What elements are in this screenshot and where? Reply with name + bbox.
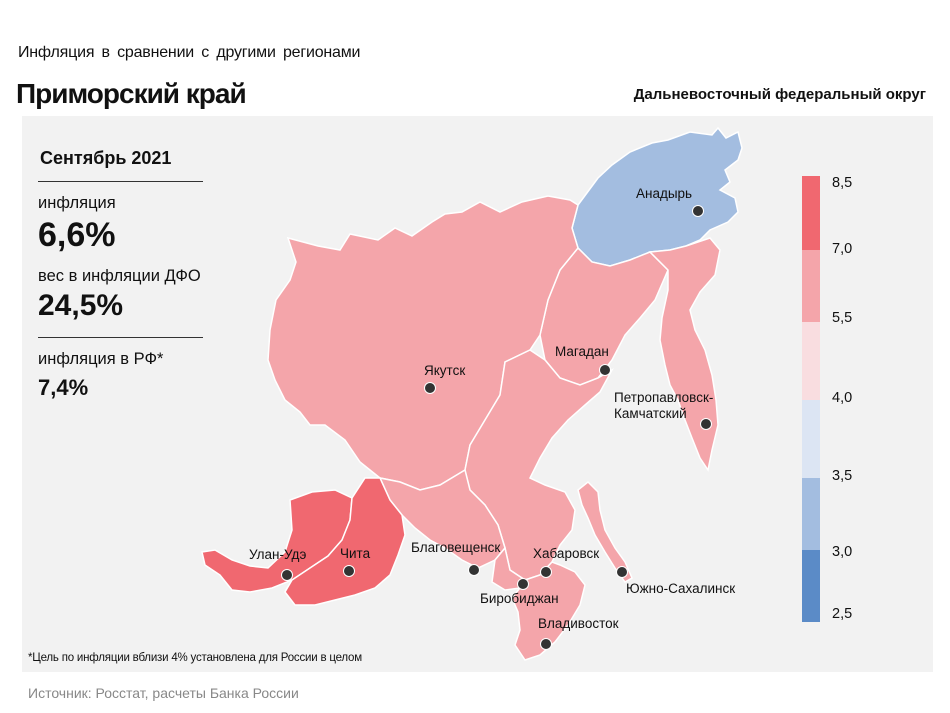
- period-label: Сентябрь 2021: [40, 148, 172, 168]
- city-label-anadyr: Анадырь: [636, 186, 692, 201]
- region-magadan: [539, 246, 669, 386]
- page-title: Приморский край: [16, 78, 247, 109]
- color-legend: 8,5 7,0 5,5 4,0 3,5 3,0 2,5: [802, 175, 852, 622]
- city-label-blagoveshchensk: Благовещенск: [411, 540, 500, 555]
- legend-seg-2_5-3: [802, 550, 820, 622]
- city-label-petropavlovsk-2: Камчатский: [614, 406, 687, 421]
- city-labels: Анадырь Якутск Магадан Петропавловск- Ка…: [249, 186, 735, 631]
- city-dot-yakutsk: [424, 382, 436, 394]
- source-note: Источник: Росстат, расчеты Банка России: [28, 685, 299, 701]
- city-label-ulan-ude: Улан-Удэ: [249, 547, 307, 562]
- divider-top: [38, 181, 203, 182]
- legend-seg-4-5_5: [802, 322, 820, 400]
- city-dot-chita: [343, 565, 355, 577]
- city-label-magadan: Магадан: [555, 344, 609, 359]
- legend-tick-3_5: 3,5: [832, 468, 852, 484]
- legend-tick-7_0: 7,0: [832, 241, 852, 257]
- city-dot-petropavlovsk: [700, 418, 712, 430]
- city-label-yakutsk: Якутск: [424, 363, 465, 378]
- divider-bottom: [38, 337, 203, 338]
- city-dot-khabarovsk: [540, 566, 552, 578]
- legend-tick-8_5: 8,5: [832, 175, 852, 191]
- legend-seg-5_5-7: [802, 250, 820, 322]
- legend-tick-5_5: 5,5: [832, 310, 852, 326]
- city-dot-yuzhno: [616, 566, 628, 578]
- info-block: Сентябрь 2021 инфляция 6,6% вес в инфляц…: [38, 148, 203, 401]
- region-zabaikalsky: [284, 477, 406, 606]
- city-dot-vladivostok: [540, 638, 552, 650]
- weight-value: 24,5%: [38, 289, 124, 322]
- footnote: *Цель по инфляции вблизи 4% установлена …: [28, 652, 362, 664]
- city-label-khabarovsk: Хабаровск: [533, 546, 599, 561]
- city-dot-blagoveshchensk: [468, 564, 480, 576]
- weight-label: вес в инфляции ДФО: [38, 267, 201, 285]
- district-title: Дальневосточный федеральный округ: [633, 86, 926, 103]
- legend-seg-3-3_5: [802, 478, 820, 550]
- region-primorye: [511, 561, 586, 661]
- city-markers: [281, 205, 712, 650]
- inflation-label: инфляция: [38, 194, 116, 212]
- region-kamchatka: [648, 237, 721, 472]
- city-dot-anadyr: [692, 205, 704, 217]
- city-label-petropavlovsk-1: Петропавловск-: [614, 390, 713, 405]
- legend-seg-7-8_5: [802, 176, 820, 250]
- city-label-birobidzhan: Биробиджан: [480, 591, 559, 606]
- legend-seg-3_5-4: [802, 400, 820, 478]
- city-label-vladivostok: Владивосток: [538, 616, 619, 631]
- inflation-value: 6,6%: [38, 216, 116, 254]
- legend-tick-2_5: 2,5: [832, 606, 852, 622]
- city-label-yuzhno: Южно-Сахалинск: [626, 581, 735, 596]
- city-label-chita: Чита: [340, 546, 371, 561]
- region-sakhalin: [577, 480, 633, 583]
- city-dot-ulan-ude: [281, 569, 293, 581]
- suptitle: Инфляция в сравнении с другими регионами: [18, 44, 361, 61]
- rf-inflation-label: инфляция в РФ*: [38, 350, 164, 368]
- city-dot-birobidzhan: [517, 578, 529, 590]
- legend-tick-3_0: 3,0: [832, 544, 852, 560]
- rf-inflation-value: 7,4%: [38, 375, 89, 400]
- city-dot-magadan: [599, 364, 611, 376]
- legend-tick-4_0: 4,0: [832, 390, 852, 406]
